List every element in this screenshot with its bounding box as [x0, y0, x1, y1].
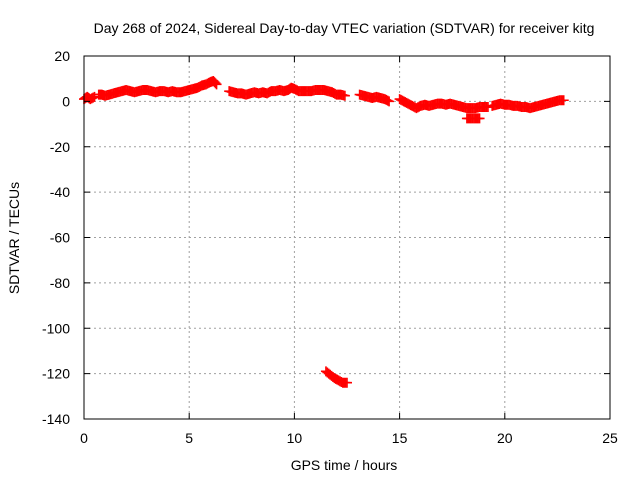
x-tick-label: 15 [392, 430, 408, 446]
data-point [384, 96, 395, 107]
axis-ticks [83, 55, 611, 420]
y-tick-label: -120 [42, 366, 70, 382]
y-tick-label: -40 [50, 184, 70, 200]
x-tick-label: 10 [287, 430, 303, 446]
y-tick-label: -100 [42, 320, 70, 336]
data-point [558, 95, 569, 106]
data-point [211, 79, 222, 90]
x-tick-label: 5 [185, 430, 193, 446]
y-axis-label: SDTVAR / TECUs [6, 182, 22, 294]
data-point [339, 90, 350, 101]
x-tick-label: 0 [80, 430, 88, 446]
data-point [209, 77, 220, 88]
x-axis-label: GPS time / hours [291, 457, 398, 473]
data-points [79, 75, 569, 388]
y-tick-label: -20 [50, 139, 70, 155]
data-point [482, 102, 493, 113]
data-point [474, 113, 485, 124]
data-point [210, 78, 221, 89]
data-point [89, 91, 100, 102]
x-tick-label: 25 [602, 430, 618, 446]
chart-title: Day 268 of 2024, Sidereal Day-to-day VTE… [94, 20, 595, 36]
y-tick-label: 20 [54, 48, 70, 64]
tick-labels: 0 5 10 15 20 25 -140 -120 -100 -80 -60 -40 -20 0 20 [42, 48, 618, 446]
data-point [342, 377, 352, 388]
y-tick-label: -60 [50, 230, 70, 246]
grid-lines [84, 56, 610, 419]
y-tick-label: -140 [42, 411, 70, 427]
y-tick-label: -80 [50, 275, 70, 291]
y-tick-label: 0 [62, 93, 70, 109]
x-tick-label: 20 [497, 430, 513, 446]
